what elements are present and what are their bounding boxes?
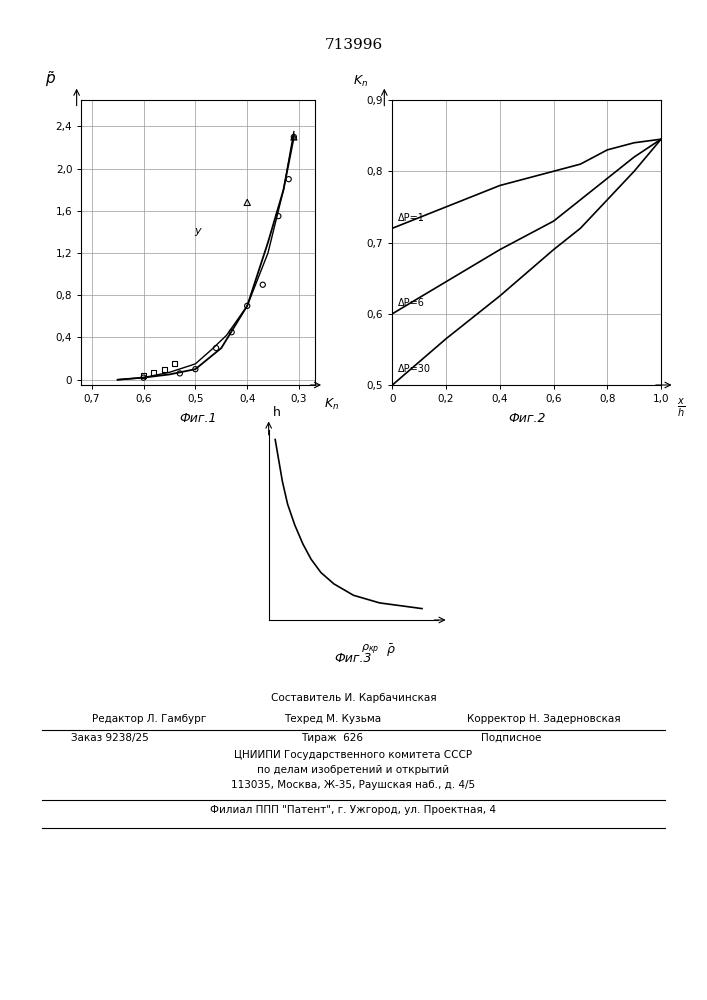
- Text: Филиал ППП "Патент", г. Ужгород, ул. Проектная, 4: Филиал ППП "Патент", г. Ужгород, ул. Про…: [211, 805, 496, 815]
- Text: ΔP=1: ΔP=1: [398, 213, 425, 223]
- Point: [226, 324, 238, 340]
- Point: [138, 370, 149, 386]
- Text: Фиг.3: Фиг.3: [334, 652, 373, 665]
- Text: y: y: [194, 226, 201, 236]
- Point: [158, 361, 170, 377]
- Text: Редактор Л. Гамбург: Редактор Л. Гамбург: [92, 714, 206, 724]
- Text: $\tilde{p}$: $\tilde{p}$: [45, 69, 57, 89]
- Point: [242, 194, 253, 210]
- Text: ΔP=6: ΔP=6: [398, 298, 425, 308]
- Point: [211, 340, 222, 356]
- Text: $K_n$: $K_n$: [353, 74, 368, 89]
- Text: $\frac{x}{h}$: $\frac{x}{h}$: [677, 396, 686, 419]
- Point: [189, 361, 201, 377]
- Text: по делам изобретений и открытий: по делам изобретений и открытий: [257, 765, 450, 775]
- Point: [148, 364, 160, 380]
- Point: [242, 298, 253, 314]
- Point: [174, 365, 185, 381]
- Text: $K_n$: $K_n$: [324, 396, 339, 412]
- Point: [288, 129, 300, 145]
- Text: ЦНИИПИ Государственного комитета СССР: ЦНИИПИ Государственного комитета СССР: [235, 750, 472, 760]
- Text: Составитель И. Карбачинская: Составитель И. Карбачинская: [271, 693, 436, 703]
- Text: Фиг.1: Фиг.1: [179, 412, 217, 425]
- Text: Заказ 9238/25: Заказ 9238/25: [71, 733, 148, 743]
- Text: Техред М. Кузьма: Техред М. Кузьма: [284, 714, 381, 724]
- Point: [288, 129, 300, 145]
- Text: 113035, Москва, Ж-35, Раушская наб., д. 4/5: 113035, Москва, Ж-35, Раушская наб., д. …: [231, 780, 476, 790]
- Point: [138, 367, 149, 383]
- Text: $\bar{\rho}$: $\bar{\rho}$: [386, 643, 396, 659]
- Text: ΔP=30: ΔP=30: [398, 364, 431, 374]
- Text: 713996: 713996: [325, 38, 382, 52]
- Text: $\rho_{кр}$: $\rho_{кр}$: [361, 643, 380, 657]
- Point: [283, 171, 294, 187]
- Text: Тираж  626: Тираж 626: [301, 733, 363, 743]
- Point: [257, 277, 269, 293]
- Text: Подписное: Подписное: [481, 733, 541, 743]
- Point: [273, 208, 284, 224]
- Text: Корректор Н. Задерновская: Корректор Н. Задерновская: [467, 714, 620, 724]
- Text: h: h: [273, 406, 281, 419]
- Text: Фиг.2: Фиг.2: [508, 412, 546, 425]
- Point: [169, 356, 180, 372]
